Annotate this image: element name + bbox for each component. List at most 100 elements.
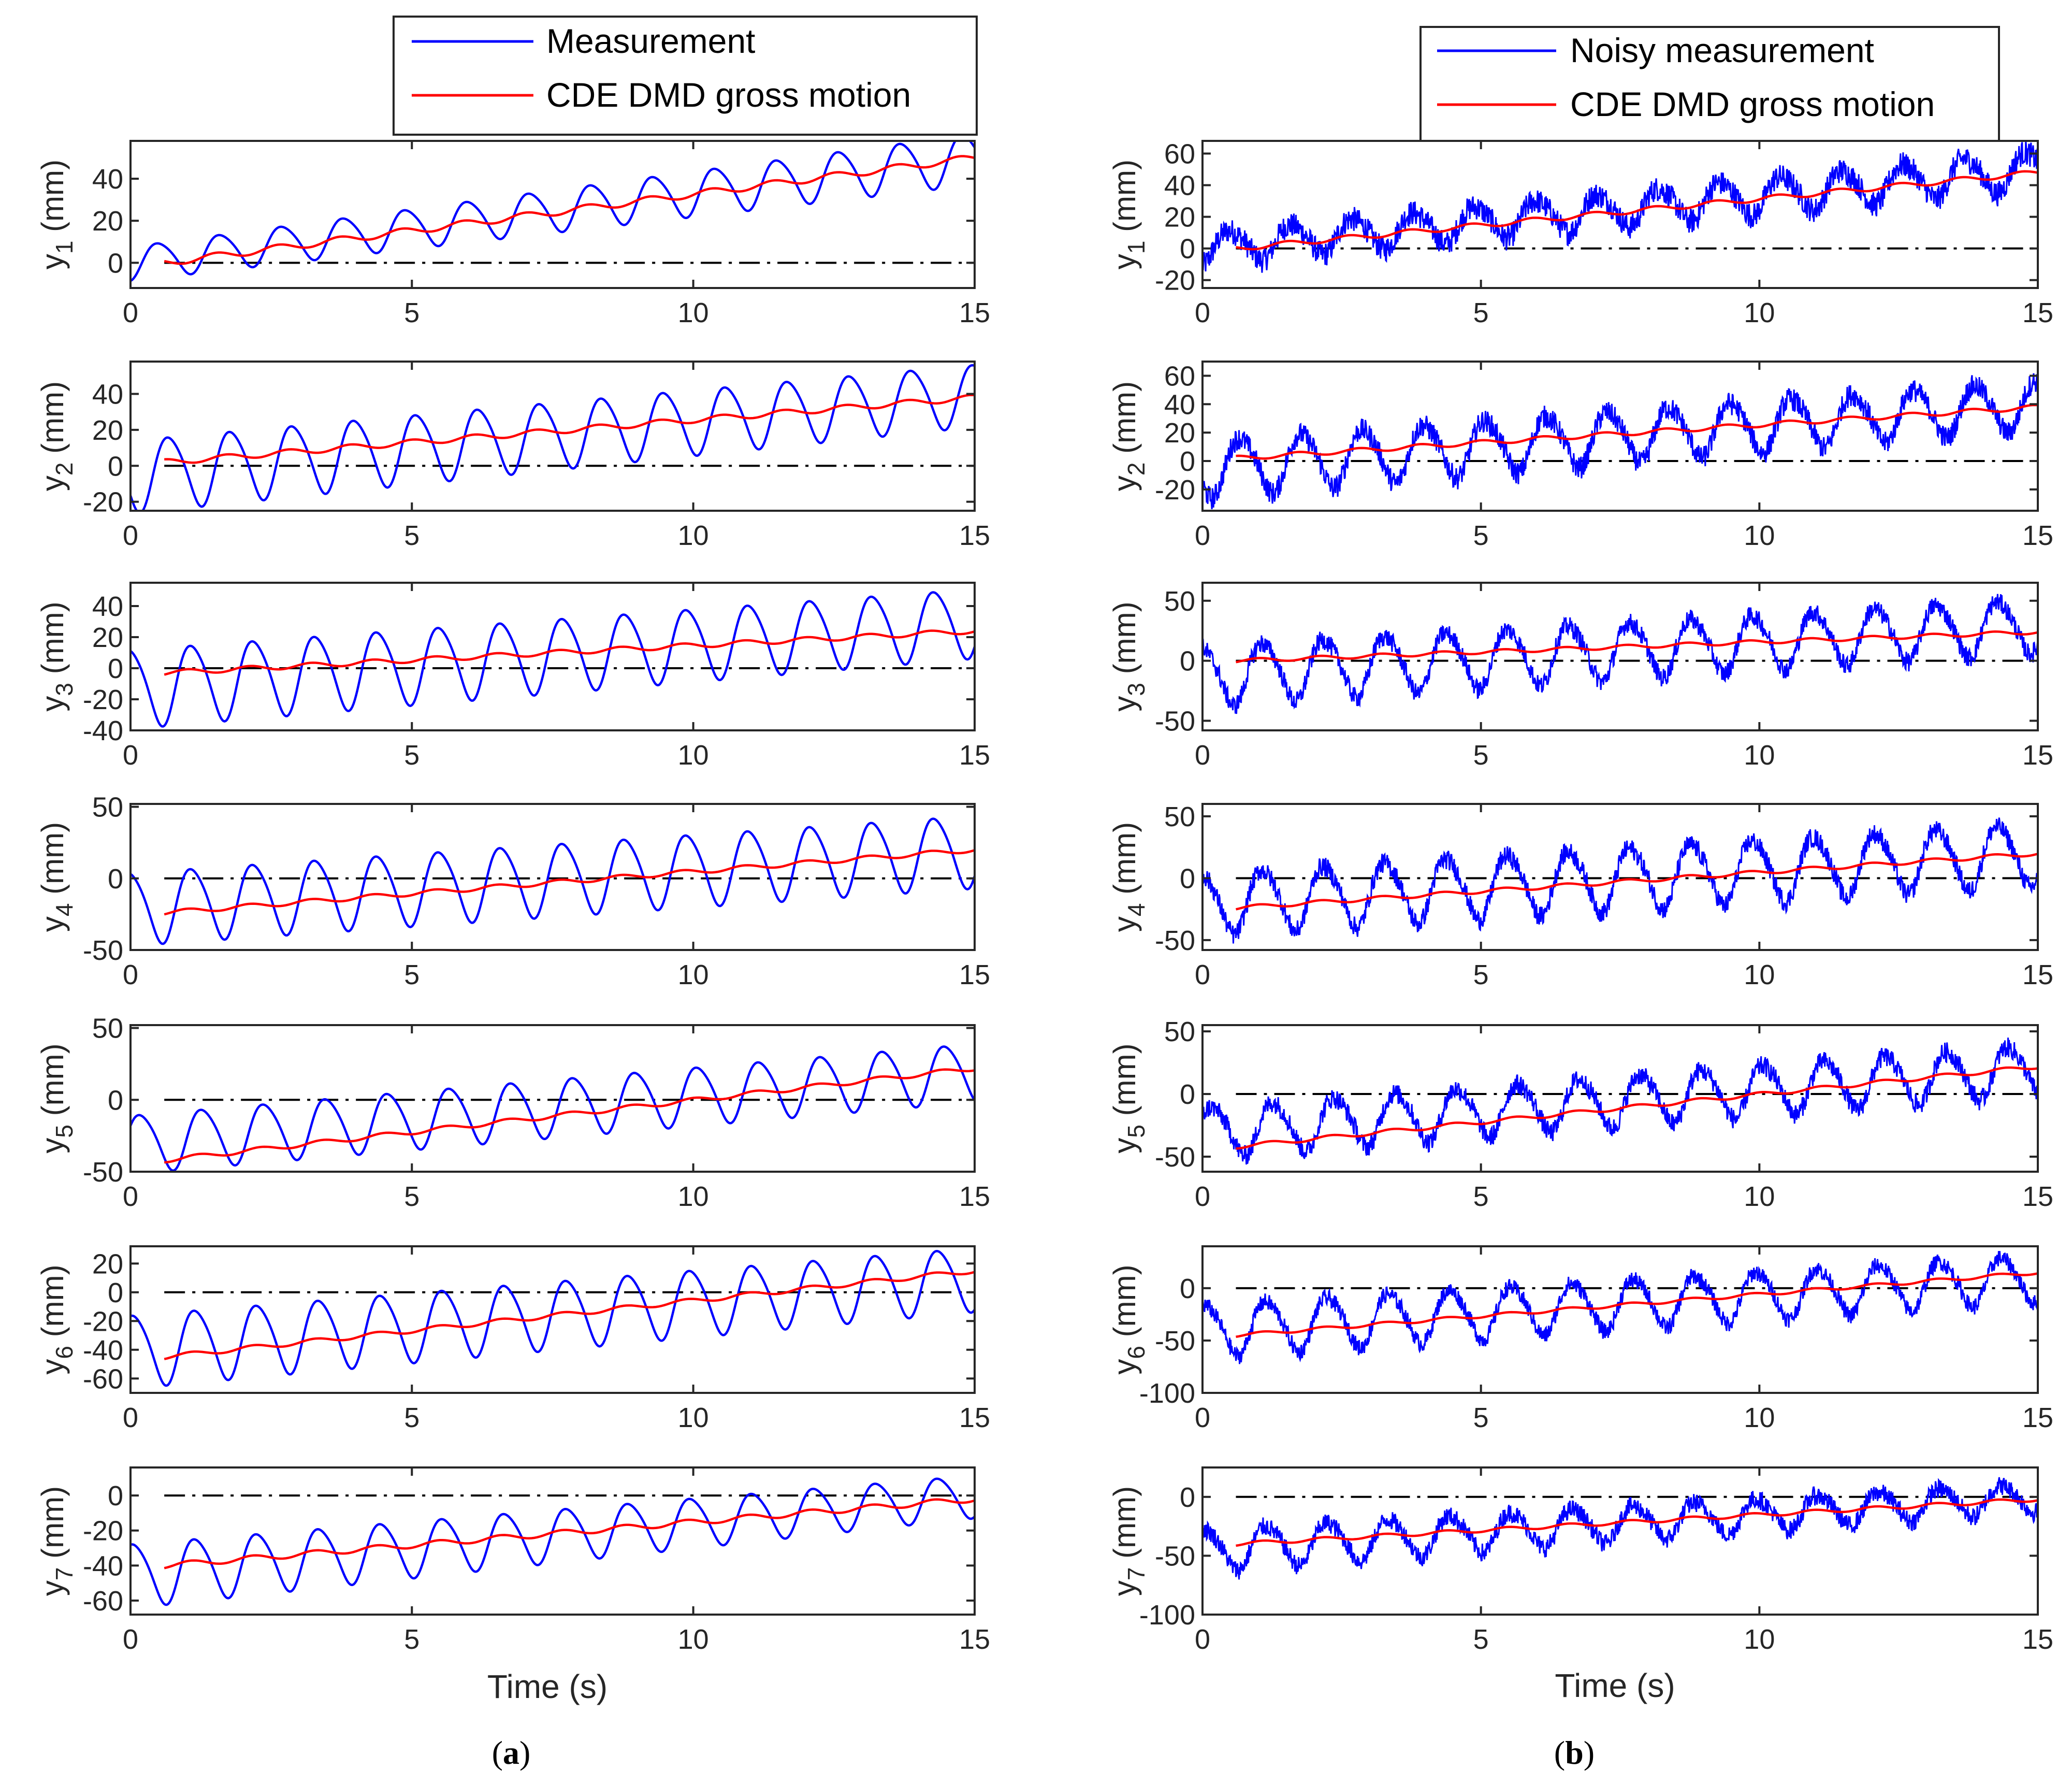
y-tick-label: 40 xyxy=(92,164,123,195)
x-tick-label: 15 xyxy=(2022,520,2053,551)
axes-frame xyxy=(129,1466,976,1616)
y-axis-label: y2 (mm) xyxy=(35,381,78,491)
y-axis-label-var: y xyxy=(1107,1359,1142,1375)
x-tick-label: 0 xyxy=(1195,520,1210,551)
axes-frame xyxy=(1201,1466,2039,1616)
y-tick-label: 0 xyxy=(1180,1482,1195,1513)
x-tick-label: 5 xyxy=(404,520,419,551)
subplot-y6: 0 5 10 15 -100 -50 0 y6 (mm) xyxy=(1107,1245,2053,1433)
x-tick-label: 0 xyxy=(1195,1181,1210,1212)
x-tick-label: 10 xyxy=(1744,1402,1775,1433)
x-tick-label: 10 xyxy=(678,959,709,990)
panel-label-letter: a xyxy=(503,1734,519,1771)
series-gross-motion xyxy=(1236,1498,2038,1547)
x-tick-label: 5 xyxy=(404,297,419,328)
y-axis-label-subscript: 2 xyxy=(1123,463,1150,476)
axes-background xyxy=(131,1246,975,1393)
x-tick-label: 5 xyxy=(1473,1181,1489,1212)
y-tick-label: -20 xyxy=(83,684,123,715)
y-axis-label: y1 (mm) xyxy=(35,160,78,269)
series-measurement xyxy=(131,591,975,728)
x-tick-label: 5 xyxy=(404,959,419,990)
y-tick-label: -50 xyxy=(1155,706,1195,737)
series-measurement xyxy=(1202,594,2038,714)
axes-background xyxy=(131,1467,975,1615)
x-tick-label: 15 xyxy=(959,1402,990,1433)
plot-area xyxy=(131,364,975,511)
y-axis-label: y4 (mm) xyxy=(1107,822,1150,932)
plot-area xyxy=(131,591,975,728)
y-axis-label-subscript: 7 xyxy=(51,1567,78,1581)
x-tick-label: 10 xyxy=(1744,740,1775,771)
legend: Noisy measurement CDE DMD gross motion xyxy=(1419,26,2000,145)
x-tick-label: 10 xyxy=(678,1624,709,1655)
panel-label: (a) xyxy=(492,1734,531,1771)
y-tick-label: -50 xyxy=(1155,1541,1195,1572)
axes-background xyxy=(131,1025,975,1172)
y-axis-label-var: y xyxy=(35,696,70,712)
y-axis-label-subscript: 3 xyxy=(1123,683,1150,696)
series-gross-motion xyxy=(1236,1272,2038,1338)
series-gross-motion xyxy=(164,1498,975,1570)
y-tick-label: 0 xyxy=(108,1480,123,1512)
y-tick-label: 0 xyxy=(1180,646,1195,677)
y-axis-label: y3 (mm) xyxy=(35,601,78,711)
y-tick-label: 40 xyxy=(1164,170,1195,201)
plot-area xyxy=(1202,594,2038,714)
x-tick-label: 10 xyxy=(678,740,709,771)
y-axis-label: y4 (mm) xyxy=(35,822,78,932)
y-axis-label-var: y xyxy=(1107,1580,1142,1596)
panel-label-letter: b xyxy=(1565,1734,1584,1771)
legend-label-gross-motion: CDE DMD gross motion xyxy=(1570,85,1935,123)
plot-area xyxy=(131,1045,975,1172)
x-tick-label: 0 xyxy=(1195,959,1210,990)
y-axis-label-var: y xyxy=(35,916,70,932)
y-axis-label: y6 (mm) xyxy=(35,1264,78,1374)
axes-frame xyxy=(1201,582,2039,731)
x-tick-label: 0 xyxy=(123,1624,138,1655)
y-axis-label-subscript: 1 xyxy=(1123,241,1150,254)
y-axis-label-subscript: 6 xyxy=(1123,1346,1150,1359)
x-tick-label: 10 xyxy=(1744,1181,1775,1212)
axes-frame xyxy=(129,582,976,731)
series-gross-motion xyxy=(1236,404,2038,460)
x-tick-label: 10 xyxy=(678,297,709,328)
y-tick-label: 20 xyxy=(1164,418,1195,449)
x-tick-label: 15 xyxy=(959,959,990,990)
axes-frame xyxy=(129,803,976,951)
axes-frame xyxy=(129,140,976,289)
plot-area xyxy=(131,817,975,945)
x-tick-label: 15 xyxy=(959,297,990,328)
y-tick-label: 20 xyxy=(92,1248,123,1279)
x-axis-label: Time (s) xyxy=(487,1668,607,1705)
y-tick-label: -50 xyxy=(1155,1142,1195,1173)
y-axis-label-subscript: 3 xyxy=(51,683,78,696)
x-tick-label: 5 xyxy=(1473,740,1489,771)
legend: Measurement CDE DMD gross motion xyxy=(393,16,978,136)
x-tick-label: 10 xyxy=(1744,959,1775,990)
x-tick-label: 5 xyxy=(404,740,419,771)
y-axis-label-subscript: 5 xyxy=(1123,1125,1150,1138)
y-axis-label-unit: (mm) xyxy=(35,822,70,903)
axes-frame xyxy=(129,1245,976,1394)
y-axis-label-unit: (mm) xyxy=(35,381,70,463)
x-tick-label: 15 xyxy=(2022,1402,2053,1433)
legend-box xyxy=(393,16,978,136)
series-measurement xyxy=(1202,817,2038,944)
x-tick-label: 5 xyxy=(1473,959,1489,990)
x-tick-label: 5 xyxy=(404,1402,419,1433)
plot-area xyxy=(131,1477,975,1606)
y-axis-label: y5 (mm) xyxy=(35,1043,78,1153)
plot-area xyxy=(1202,1477,2038,1580)
y-tick-label: 40 xyxy=(1164,389,1195,420)
series-measurement xyxy=(1202,1038,2038,1165)
y-axis-label-unit: (mm) xyxy=(1107,160,1142,241)
y-axis-label-unit: (mm) xyxy=(35,1486,70,1567)
y-axis-label-var: y xyxy=(1107,696,1142,712)
